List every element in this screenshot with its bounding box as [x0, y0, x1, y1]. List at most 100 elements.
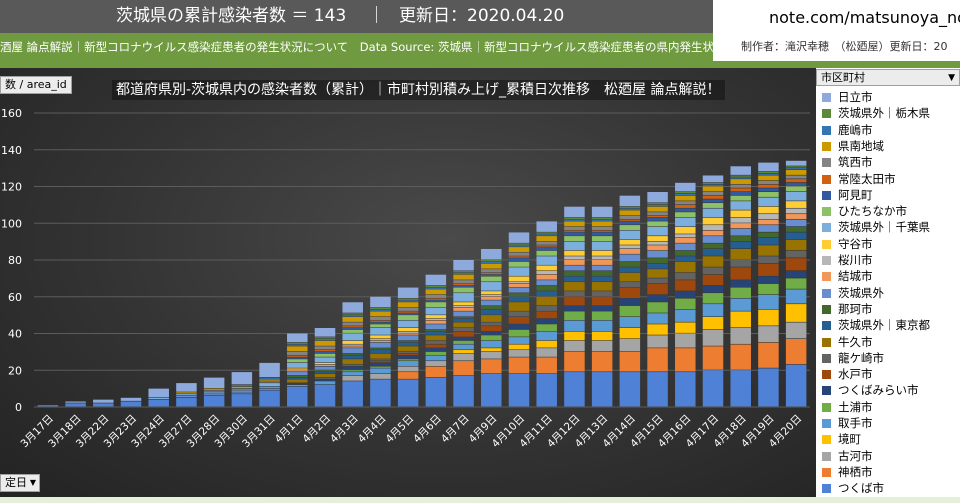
bar-segment: [564, 331, 585, 341]
bar-segment: [785, 322, 807, 339]
legend-item[interactable]: 桜川市: [838, 253, 873, 267]
bar-segment: [730, 280, 751, 287]
bar-segment: [397, 355, 419, 359]
legend-item[interactable]: 常陸太田市: [838, 171, 896, 186]
bar-segment: [397, 351, 419, 354]
legend-item[interactable]: 境町: [838, 432, 861, 447]
bar-segment: [65, 401, 86, 403]
bar-segment: [342, 346, 363, 348]
legend-item[interactable]: 神栖市: [838, 464, 873, 479]
bar-segment: [702, 274, 724, 286]
bar-segment: [536, 331, 557, 341]
bar-segment: [647, 283, 668, 295]
bar-segment: [536, 236, 557, 242]
bar-segment: [564, 260, 585, 265]
bar-segment: [259, 362, 280, 377]
chart-title: 都道府県別-茨城県内の感染者数（累計）｜市町村別積み上げ_累積日次推移 松廼屋 …: [112, 80, 725, 100]
bar-segment: [758, 368, 779, 407]
legend-item[interactable]: 古河市: [838, 448, 873, 463]
bar-segment: [785, 169, 807, 175]
bar-segment: [591, 217, 613, 219]
legend-item[interactable]: つくば市: [838, 481, 884, 496]
bar-segment: [370, 339, 391, 341]
bar-segment: [730, 184, 751, 188]
bar-segment: [564, 340, 585, 352]
chevron-down-icon: ▼: [948, 73, 955, 83]
bar-segment: [591, 320, 613, 332]
legend-swatch: [822, 370, 831, 380]
bar-segment: [758, 192, 779, 197]
bar-segment: [619, 248, 641, 254]
legend-item[interactable]: 筑西市: [838, 155, 873, 170]
legend-item[interactable]: つくばみらい市: [838, 383, 919, 398]
legend-item[interactable]: 阿見町: [838, 187, 873, 202]
legend-swatch: [822, 435, 831, 445]
bar-segment: [481, 340, 502, 348]
bar-segment: [508, 293, 530, 297]
bar-segment: [397, 379, 419, 407]
legend-item[interactable]: 取手市: [838, 416, 873, 430]
legend-item[interactable]: 日立市: [838, 90, 873, 104]
bar-segment: [591, 250, 613, 256]
bar-segment: [647, 250, 668, 258]
legend-item[interactable]: 龍ケ崎市: [838, 350, 884, 365]
legend-item[interactable]: 茨城県外: [838, 285, 884, 300]
bar-segment: [564, 250, 585, 256]
legend-item[interactable]: 結城市: [838, 269, 873, 284]
bar-segment: [314, 337, 336, 339]
bar-segment: [397, 300, 419, 302]
note-url[interactable]: note.com/matsunoya_note: [713, 0, 960, 33]
bar-segment: [314, 372, 336, 374]
legend-swatch: [822, 141, 831, 151]
bar-segment: [619, 372, 641, 407]
bar-segment: [287, 379, 308, 383]
bar-segment: [591, 236, 613, 242]
bar-segment: [370, 359, 391, 361]
bar-segment: [259, 383, 280, 387]
legend-item[interactable]: 茨城県外｜栃木県: [838, 106, 930, 121]
legend-item[interactable]: 牛久市: [838, 334, 873, 349]
bar-segment: [287, 384, 308, 387]
legend-item[interactable]: ひたちなか市: [838, 204, 907, 219]
bottom-strip: [0, 497, 960, 503]
bar-segment: [370, 324, 391, 328]
bar-segment: [564, 217, 585, 219]
bar-segment: [758, 206, 779, 214]
bar-segment: [702, 248, 724, 256]
bar-segment: [647, 245, 668, 251]
bar-segment: [536, 274, 557, 280]
bar-segment: [730, 298, 751, 311]
bar-segment: [397, 327, 419, 332]
bar-segment: [176, 397, 197, 407]
legend-item[interactable]: 那珂市: [838, 301, 873, 316]
legend-field-label: 市区町村: [821, 71, 865, 84]
bar-segment: [785, 214, 807, 219]
legend-item[interactable]: 水戸市: [838, 367, 873, 382]
bar-segment: [342, 316, 363, 322]
bar-segment: [93, 403, 114, 407]
bar-segment: [564, 305, 585, 311]
y-tick-label: 160: [1, 107, 22, 120]
values-field-button[interactable]: 数 / area_id: [0, 76, 72, 94]
legend-item[interactable]: 県南地域: [838, 138, 884, 153]
bar-segment: [342, 364, 363, 366]
legend-item[interactable]: 守谷市: [838, 236, 873, 251]
legend-swatch: [822, 288, 831, 298]
legend-item[interactable]: 茨城県外｜東京都: [838, 318, 930, 333]
legend-item[interactable]: 茨城県外｜千葉県: [838, 220, 930, 235]
bar-segment: [730, 179, 751, 185]
legend-item[interactable]: 土浦市: [838, 399, 873, 414]
legend-item[interactable]: 鹿嶋市: [838, 122, 873, 137]
bar-segment: [314, 339, 336, 341]
bar-segment: [564, 372, 585, 407]
bar-segment: [758, 256, 779, 264]
bar-segment: [425, 294, 447, 298]
legend-swatch: [822, 207, 831, 217]
legend-field-dropdown[interactable]: 市区町村 ▼: [816, 69, 960, 86]
axis-field-dropdown[interactable]: 定日 ▼: [0, 474, 40, 492]
legend-swatch: [822, 321, 831, 331]
legend-swatch: [822, 304, 831, 314]
bar-segment: [536, 245, 557, 247]
legend-swatch: [822, 93, 831, 102]
bar-segment: [647, 226, 668, 236]
